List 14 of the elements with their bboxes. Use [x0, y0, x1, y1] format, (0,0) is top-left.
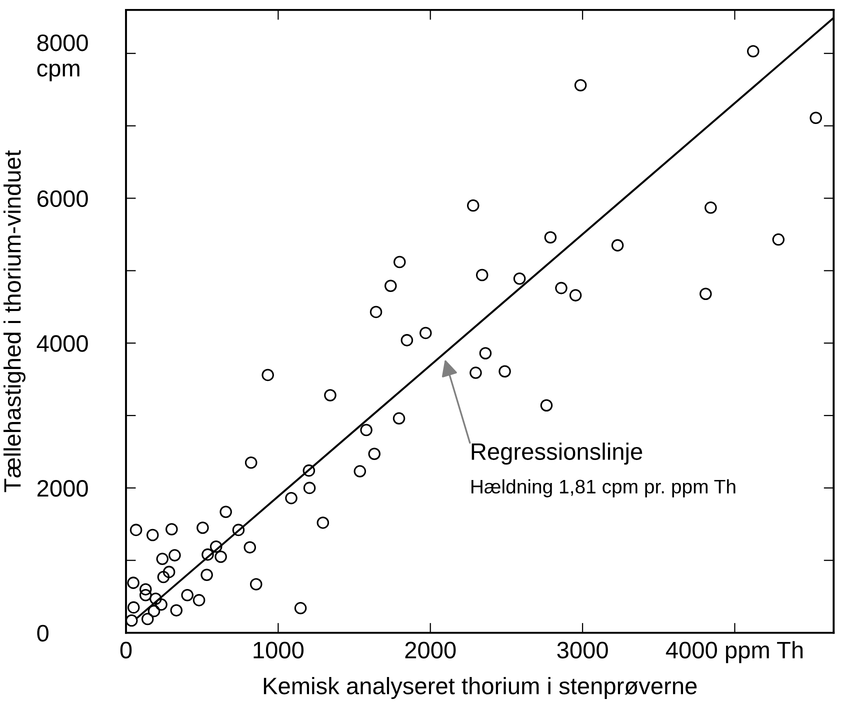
- annotation: Regressionslinje: [472, 442, 642, 465]
- annotation: Hældning 1,81 cpm pr. ppm Th: [472, 479, 736, 498]
- x-tick-label: 4000 ppm Th: [666, 641, 803, 664]
- x-tick-label: 3000: [557, 642, 608, 658]
- x-axis-title: Kemisk analyseret thorium i stenprøverne: [264, 677, 697, 700]
- y-tick-label: 2000: [37, 480, 88, 497]
- x-tick-label: 1000: [254, 642, 304, 658]
- x-tick-label: 2000: [405, 642, 456, 658]
- x-tick-label: 0: [120, 642, 132, 658]
- y-tick-label: 8000 cpm: [37, 34, 88, 82]
- y-tick-label: 6000: [37, 190, 88, 208]
- y-tick-label: 4000: [36, 335, 88, 352]
- y-axis-title: Tællehastighed i thorium-vinduet: [4, 150, 26, 492]
- y-tick-label: 0: [37, 624, 48, 642]
